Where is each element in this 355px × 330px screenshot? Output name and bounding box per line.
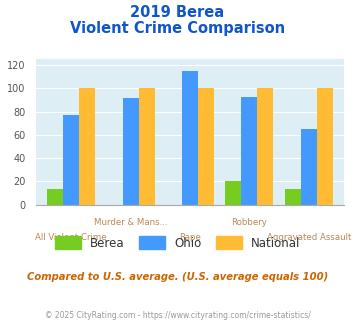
Text: Rape: Rape xyxy=(179,233,201,242)
Bar xyxy=(257,88,273,205)
Legend: Berea, Ohio, National: Berea, Ohio, National xyxy=(55,237,300,250)
Bar xyxy=(198,88,214,205)
Bar xyxy=(225,182,241,205)
Text: Aggravated Assault: Aggravated Assault xyxy=(267,233,351,242)
Text: Robbery: Robbery xyxy=(231,218,267,227)
Bar xyxy=(122,98,138,205)
Bar xyxy=(241,97,257,205)
Bar xyxy=(47,189,63,205)
Text: Violent Crime Comparison: Violent Crime Comparison xyxy=(70,21,285,36)
Bar xyxy=(138,88,154,205)
Bar xyxy=(63,115,79,205)
Bar xyxy=(79,88,95,205)
Text: Compared to U.S. average. (U.S. average equals 100): Compared to U.S. average. (U.S. average … xyxy=(27,272,328,282)
Text: Murder & Mans...: Murder & Mans... xyxy=(94,218,167,227)
Bar xyxy=(317,88,333,205)
Text: All Violent Crime: All Violent Crime xyxy=(36,233,107,242)
Bar xyxy=(285,189,301,205)
Text: © 2025 CityRating.com - https://www.cityrating.com/crime-statistics/: © 2025 CityRating.com - https://www.city… xyxy=(45,311,310,320)
Bar xyxy=(182,71,198,205)
Text: 2019 Berea: 2019 Berea xyxy=(130,5,225,20)
Bar xyxy=(301,129,317,205)
